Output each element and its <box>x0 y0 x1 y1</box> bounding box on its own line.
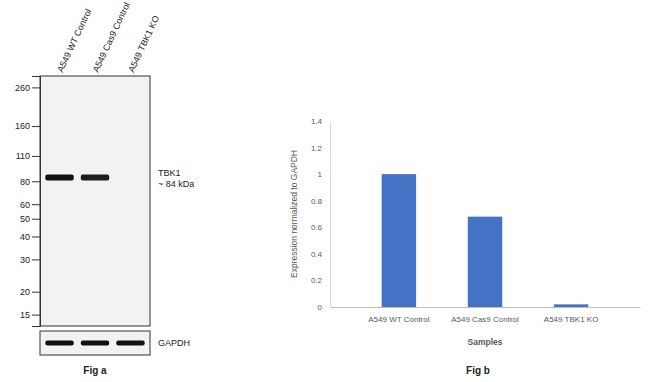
loading-control-band <box>81 341 109 346</box>
x-tick-label: A549 TBK1 KO <box>544 315 599 324</box>
band-label: TBK1 <box>158 168 181 178</box>
gel-frame <box>40 76 150 326</box>
marker-tick-line <box>32 156 40 157</box>
y-tick: 0 <box>318 303 330 312</box>
y-axis-title: Expression normalized to GAPDH <box>289 150 299 278</box>
band <box>81 174 109 180</box>
marker-label: 15 <box>20 310 30 320</box>
marker-tick: 40 <box>20 232 40 242</box>
marker-tick-line <box>32 219 40 220</box>
y-axis: 0 0.2 0.4 0.6 0.8 1 1.2 1.4 <box>311 117 331 312</box>
marker-tick-line <box>32 126 40 127</box>
marker-label: 20 <box>20 287 30 297</box>
marker-axis: 260 160 110 80 60 50 40 30 20 15 <box>15 77 41 327</box>
bar <box>382 174 416 307</box>
caption: Fig a <box>83 365 107 376</box>
figure: 260 160 110 80 60 50 40 30 20 15 TBK1~ 84 kDa A549 … <box>0 0 650 382</box>
marker-tick: 60 <box>20 200 40 210</box>
loading-control-frame <box>40 331 150 355</box>
y-tick: 1.4 <box>311 117 330 126</box>
marker-label: 50 <box>20 214 30 224</box>
y-tick: 0.8 <box>311 197 330 206</box>
loading-control-band <box>45 341 73 346</box>
marker-tick: 110 <box>16 151 40 161</box>
marker-label: 30 <box>20 255 30 265</box>
bar-group <box>382 174 589 307</box>
marker-tick: 20 <box>20 287 40 297</box>
axis-line <box>32 77 41 327</box>
y-tick: 1.2 <box>311 144 330 153</box>
marker-tick-line <box>32 292 40 293</box>
x-axis-title: Samples <box>468 337 503 347</box>
loading-control-label: GAPDH <box>158 338 190 348</box>
marker-tick: 15 <box>20 310 40 320</box>
bar <box>468 217 502 307</box>
marker-label: 260 <box>15 83 30 93</box>
bar <box>554 304 588 307</box>
x-tick: A549 Cas9 Control <box>451 307 519 324</box>
blot: 260 160 110 80 60 50 40 30 20 15 TBK1~ 84 kDa A549 … <box>15 1 194 376</box>
y-tick: 0.2 <box>311 276 330 285</box>
marker-tick: 260 <box>15 83 40 93</box>
y-tick: 0.4 <box>311 250 330 259</box>
x-tick-label: A549 Cas9 Control <box>451 315 519 324</box>
caption: Fig b <box>466 365 490 376</box>
marker-label: 40 <box>20 232 30 242</box>
x-tick: A549 WT Control <box>368 307 429 324</box>
band <box>45 174 73 180</box>
axis-line <box>330 122 331 308</box>
y-tick-label: 1.2 <box>311 144 323 153</box>
y-tick-label: 1 <box>318 170 323 179</box>
lane-label: A549 TBK1 KO <box>126 14 161 74</box>
y-tick-label: 1.4 <box>311 117 323 126</box>
marker-label: 160 <box>15 121 30 131</box>
x-tick: A549 TBK1 KO <box>544 307 599 324</box>
y-tick: 1 <box>318 170 330 179</box>
y-tick-label: 0.4 <box>311 250 323 259</box>
y-tick-label: 0 <box>318 303 323 312</box>
y-tick-label: 0.2 <box>311 276 323 285</box>
marker-tick: 160 <box>15 121 40 131</box>
marker-tick-line <box>32 204 40 205</box>
marker-tick: 50 <box>20 214 40 224</box>
lane-label: A549 Cas9 Control <box>91 1 132 74</box>
marker-tick-line <box>32 315 40 316</box>
loading-control-band <box>116 341 144 346</box>
marker-tick-line <box>32 236 40 237</box>
marker-tick: 80 <box>20 177 40 187</box>
band-group <box>45 174 144 180</box>
marker-label: 110 <box>16 151 30 161</box>
marker-label: 60 <box>20 200 30 210</box>
band-annotation: ~ 84 kDa <box>158 179 194 189</box>
x-axis: A549 WT Control A549 Cas9 Control A549 TBK… <box>331 307 641 324</box>
y-tick-label: 0.8 <box>311 197 323 206</box>
y-tick: 0.6 <box>311 223 330 232</box>
marker-tick: 30 <box>20 255 40 265</box>
marker-tick-line <box>32 87 40 88</box>
lane-label: A549 WT Control <box>55 7 93 74</box>
y-tick-label: 0.6 <box>311 223 323 232</box>
band <box>116 174 144 180</box>
marker-tick-line <box>32 181 40 182</box>
bar-chart: 00.20.40.60.811.21.4A549 WT ControlA549 … <box>289 117 641 376</box>
x-tick-label: A549 WT Control <box>368 315 429 324</box>
marker-label: 80 <box>20 177 30 187</box>
axis-line <box>331 307 641 308</box>
marker-tick-line <box>32 259 40 260</box>
